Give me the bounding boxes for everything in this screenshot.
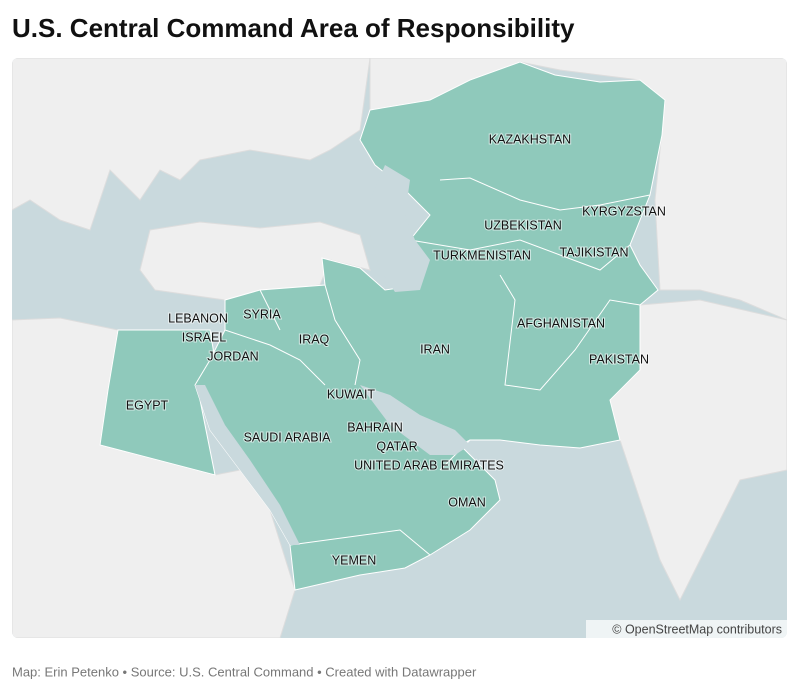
country-labels: KAZAKHSTAN KYRGYZSTAN UZBEKISTAN TURKMENIST… — [125, 131, 667, 568]
attribution-bg — [586, 620, 787, 638]
footer-credits: Map: Erin Petenko • Source: U.S. Central… — [12, 664, 477, 679]
country-label: PAKISTAN — [589, 352, 649, 366]
country-label: SAUDI ARABIA — [244, 430, 331, 444]
country-label: SYRIA — [243, 307, 281, 321]
country-label: TAJIKISTAN — [560, 245, 629, 259]
seas — [195, 165, 470, 545]
country-label: OMAN — [448, 495, 486, 509]
country-label: KUWAIT — [327, 387, 376, 401]
other-land — [12, 58, 787, 638]
country-label: BAHRAIN — [347, 420, 403, 434]
centcom-region — [99, 61, 666, 591]
country-label: EGYPT — [126, 398, 169, 412]
country-label: UNITED ARAB EMIRATES — [354, 458, 504, 472]
map: KAZAKHSTAN KYRGYZSTAN UZBEKISTAN TURKMENIST… — [12, 58, 787, 638]
country-label: AFGHANISTAN — [517, 316, 605, 330]
country-label: IRAQ — [299, 332, 330, 346]
country-label: QATAR — [376, 439, 417, 453]
title: U.S. Central Command Area of Responsibil… — [12, 13, 575, 43]
country-label: KAZAKHSTAN — [489, 132, 571, 146]
attribution: © OpenStreetMap contributors — [612, 622, 782, 636]
country-label: IRAN — [420, 342, 450, 356]
country-label: UZBEKISTAN — [484, 218, 562, 232]
country-label: ISRAEL — [182, 330, 227, 344]
country-label: KYRGYZSTAN — [582, 204, 666, 218]
country-label: YEMEN — [332, 553, 376, 567]
country-label: LEBANON — [168, 311, 228, 325]
country-label: JORDAN — [207, 349, 258, 363]
country-label: TURKMENISTAN — [433, 248, 531, 262]
